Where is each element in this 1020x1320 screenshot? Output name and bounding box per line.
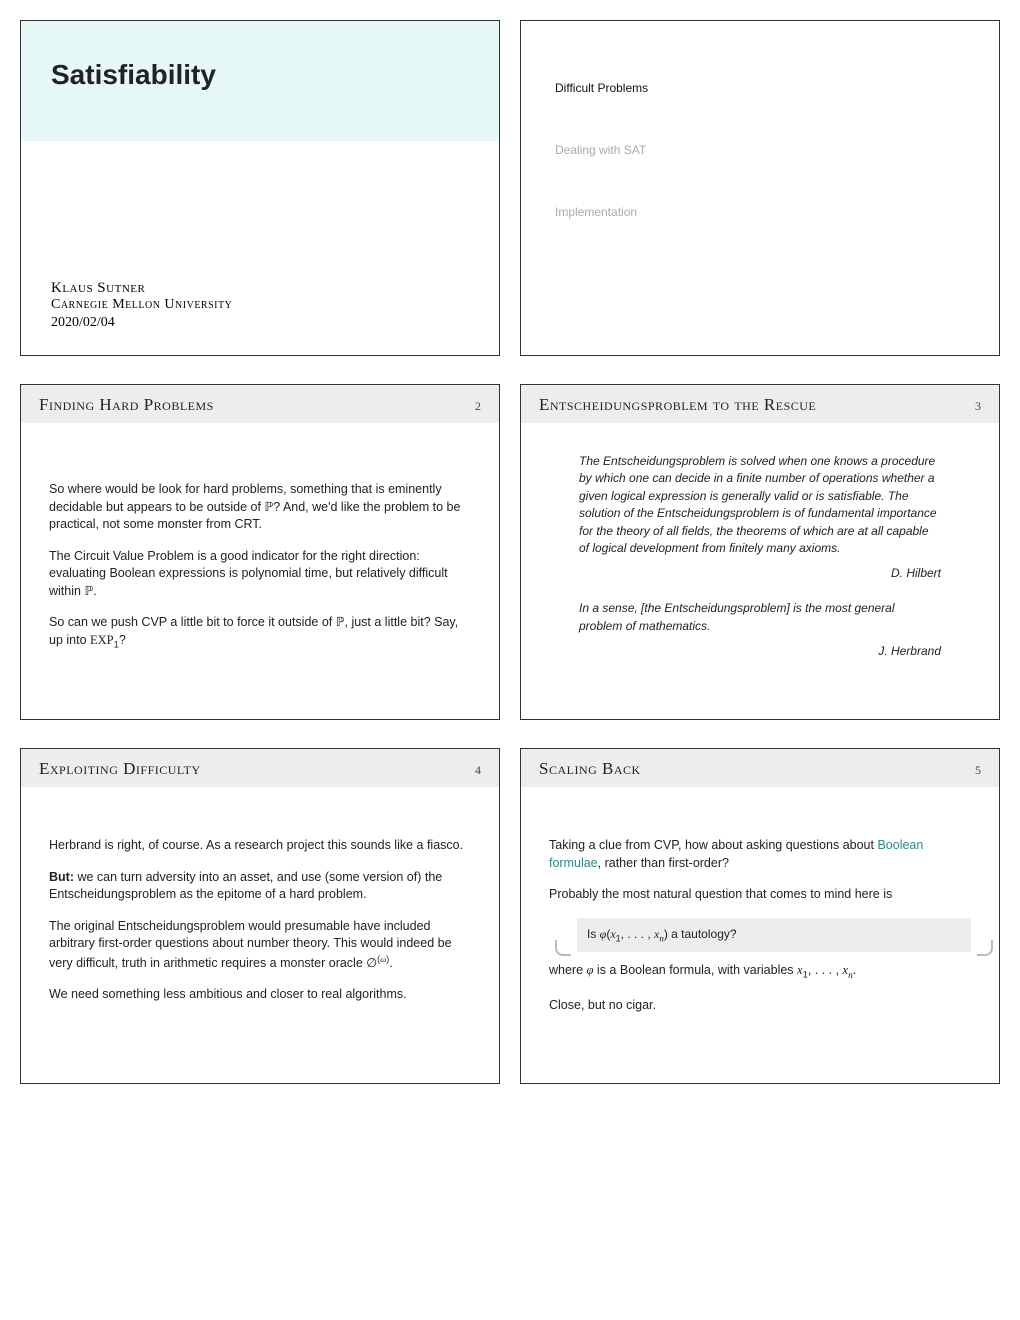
quote-2: In a sense, [the Entscheidungsproblem] i… [579,600,941,635]
slide-scaling-back: Scaling Back 5 Taking a clue from CVP, h… [520,748,1000,1084]
quote-1-attr: D. Hilbert [549,565,941,582]
slide-header: Finding Hard Problems 2 [21,385,499,423]
para: We need something less ambitious and clo… [49,986,471,1004]
date: 2020/02/04 [51,315,232,331]
quote-1: The Entscheidungsproblem is solved when … [579,453,941,557]
slide-header: Entscheidungsproblem to the Rescue 3 [521,385,999,423]
author-name: Klaus Sutner [51,280,232,297]
institution: Carnegie Mellon University [51,297,232,313]
slide-title: Scaling Back [539,759,641,779]
slide-finding-hard: Finding Hard Problems 2 So where would b… [20,384,500,720]
page-number: 3 [975,399,981,414]
para: So can we push CVP a little bit to force… [49,614,471,651]
para: But: we can turn adversity into an asset… [49,869,471,904]
slide-header: Scaling Back 5 [521,749,999,787]
para: where φ is a Boolean formula, with varia… [549,962,971,983]
para: Herbrand is right, of course. As a resea… [49,837,471,855]
slide-body: So where would be look for hard problems… [21,423,499,685]
page-number: 5 [975,763,981,778]
main-title: Satisfiability [51,59,469,91]
para: The Circuit Value Problem is a good indi… [49,548,471,601]
toc-item-1: Dealing with SAT [555,143,965,157]
title-banner: Satisfiability [21,21,499,141]
toc-item-2: Implementation [555,205,965,219]
slide-exploiting: Exploiting Difficulty 4 Herbrand is righ… [20,748,500,1084]
slide-body: The Entscheidungsproblem is solved when … [521,423,999,698]
slide-entscheidung: Entscheidungsproblem to the Rescue 3 The… [520,384,1000,720]
quote-2-attr: J. Herbrand [549,643,941,660]
toc-slide: Difficult Problems Dealing with SAT Impl… [520,20,1000,356]
para: Probably the most natural question that … [549,886,971,904]
slide-title: Entscheidungsproblem to the Rescue [539,395,816,415]
para: The original Entscheidungsproblem would … [49,918,471,973]
para: Taking a clue from CVP, how about asking… [549,837,971,872]
para: Close, but no cigar. [549,997,971,1015]
slide-body: Herbrand is right, of course. As a resea… [21,787,499,1038]
page-number: 2 [475,399,481,414]
page-number: 4 [475,763,481,778]
toc-item-0: Difficult Problems [555,81,965,95]
slide-title: Exploiting Difficulty [39,759,201,779]
slide-body: Taking a clue from CVP, how about asking… [521,787,999,1049]
slide-header: Exploiting Difficulty 4 [21,749,499,787]
callout: Is φ(x1, . . . , xn) a tautology? [577,918,971,953]
slide-grid: Satisfiability Klaus Sutner Carnegie Mel… [20,20,1000,1084]
para: So where would be look for hard problems… [49,481,471,534]
title-slide: Satisfiability Klaus Sutner Carnegie Mel… [20,20,500,356]
slide-title: Finding Hard Problems [39,395,214,415]
author-block: Klaus Sutner Carnegie Mellon University … [51,280,232,331]
